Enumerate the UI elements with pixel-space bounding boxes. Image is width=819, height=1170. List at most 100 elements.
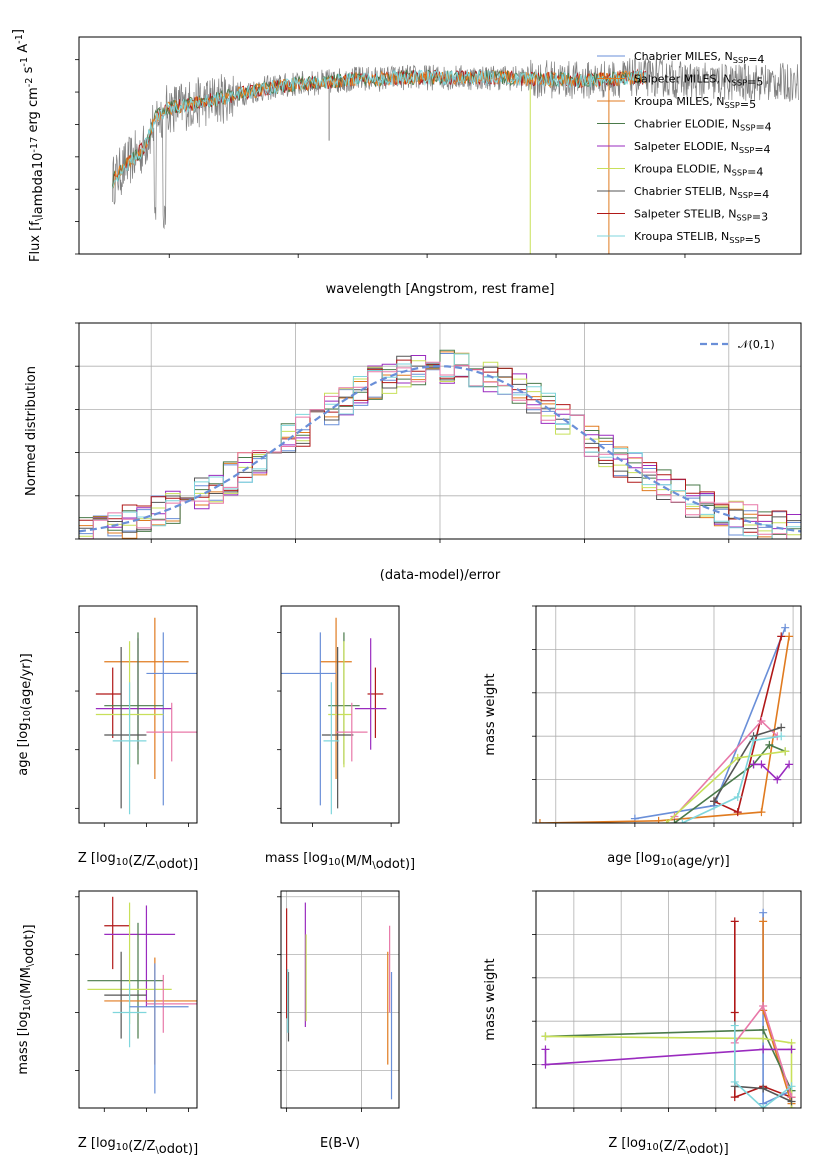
legend-entry: Salpeter MILES, NSSP=5 (634, 73, 763, 89)
data-point (733, 808, 742, 817)
axes-frame (78, 322, 802, 540)
axes-frame (78, 605, 198, 824)
data-point (733, 792, 742, 801)
series-salpeter_miles (539, 636, 790, 823)
y-axis-label: Flux [f\lambda10-17 erg cm-2 s-1 A-1] (11, 29, 46, 262)
legend-entry: Chabrier MILES, NSSP=4 (634, 50, 764, 66)
data-point (678, 819, 687, 823)
x-axis-label: E(B-V) (320, 1136, 360, 1151)
plot-age_vs_mass: mass [log10(M/M\odot)] (265, 605, 415, 872)
data-point (759, 1002, 768, 1011)
x-axis-label: (data-model)/error (380, 568, 501, 583)
normal-curve (79, 365, 801, 533)
data-point (777, 632, 786, 641)
data-point (759, 1104, 768, 1108)
histogram-pink (79, 361, 801, 539)
data-point (759, 917, 768, 926)
data-point (787, 1097, 796, 1106)
data-point (749, 760, 758, 769)
series-kroupa_stelib (681, 735, 782, 823)
data-point (785, 632, 794, 641)
legend-entry: Kroupa STELIB, NSSP=5 (634, 230, 761, 246)
data-point (757, 808, 766, 817)
axes-frame (280, 605, 400, 824)
data-point (785, 760, 794, 769)
axes-frame (535, 890, 802, 1109)
series-salpeter_miles (762, 921, 793, 1104)
data-point (654, 816, 663, 823)
data-point (730, 1077, 739, 1086)
series-kroupa_elodie (545, 1035, 793, 1108)
axes-frame (280, 890, 400, 1109)
legend-entry: Salpeter STELIB, NSSP=3 (634, 208, 768, 224)
y-axis-label: mass weight (483, 673, 498, 755)
data-point (757, 717, 766, 726)
model-spectrum-kroupa_stelib (112, 69, 647, 189)
errorbars (286, 902, 393, 1100)
x-axis-label: mass [log10(M/M\odot)] (265, 851, 415, 872)
data-point (759, 1084, 768, 1093)
legend-entry: Kroupa ELODIE, NSSP=4 (634, 163, 763, 179)
y-axis-label: mass weight (483, 958, 498, 1040)
data-point (765, 740, 774, 749)
data-point (709, 797, 718, 806)
x-axis-label: age [log10(age/yr)] (607, 851, 730, 869)
data-point (749, 736, 758, 745)
data-point (541, 1060, 550, 1069)
data-point (787, 1045, 796, 1054)
data-point (536, 819, 544, 823)
series-lines (536, 623, 794, 823)
plot-mass_vs_ebv: E(B-V) (277, 890, 400, 1151)
data-point (541, 1032, 550, 1041)
errorbars (87, 896, 197, 1094)
data-point (730, 917, 739, 926)
series-kroupa_stelib (734, 1025, 792, 1108)
legend-entry: Kroupa MILES, NSSP=5 (634, 95, 756, 111)
y-axis-label: age [log10(age/yr)] (16, 653, 34, 776)
spectrum-lines (112, 57, 799, 254)
legend-entry-normal: 𝒩(0,1) (738, 338, 775, 351)
plot-spectrum: wavelength [Angstrom, rest frame] Flux [f… (11, 29, 802, 297)
series-kroupa_elodie (665, 750, 786, 823)
data-point (781, 747, 790, 756)
data-point (759, 908, 768, 917)
data-point (787, 1082, 796, 1091)
data-point (730, 1021, 739, 1030)
plot-mass_vs_Z: Z [log10(Z/Z\odot)] mass [log10(M/M\odot)… (16, 890, 198, 1157)
axes-frame (78, 36, 802, 255)
data-point (662, 819, 671, 823)
data-point (730, 1008, 739, 1017)
x-axis-label: Z [log10(Z/Z\odot)] (78, 851, 198, 872)
observed-spectrum-line (112, 57, 799, 230)
y-axis-label: Normed distribution (24, 366, 39, 496)
x-axis-label: wavelength [Angstrom, rest frame] (326, 282, 555, 297)
legend-entry: Chabrier ELODIE, NSSP=4 (634, 118, 772, 134)
data-point (759, 1025, 768, 1034)
axes-frame (535, 605, 802, 824)
data-point (730, 1093, 739, 1102)
data-point (733, 753, 742, 762)
data-point (781, 623, 790, 632)
data-point (541, 1045, 550, 1054)
x-axis-label: Z [log10(Z/Z\odot)] (78, 1136, 198, 1157)
legend-entry: Salpeter ELODIE, NSSP=4 (634, 140, 771, 156)
histograms (79, 349, 801, 539)
data-point (757, 760, 766, 769)
series-lines (541, 908, 796, 1108)
data-point (777, 723, 786, 732)
plot-weight_vs_age: age [log10(age/yr)] mass weight (483, 605, 802, 869)
series-salpeter_elodie (753, 763, 790, 781)
legend: Chabrier MILES, NSSP=4 Salpeter MILES, NS… (597, 50, 772, 246)
errorbars (281, 617, 387, 815)
data-point (759, 1034, 768, 1043)
axes-frame (78, 890, 198, 1109)
errorbars (95, 617, 197, 815)
y-axis-label: mass [log10(M/M\odot)] (16, 924, 37, 1074)
legend-entry: Chabrier STELIB, NSSP=4 (634, 185, 769, 201)
data-point (773, 775, 782, 784)
series-chabrier_miles (762, 912, 792, 1105)
plot-weight_vs_Z: Z [log10(Z/Z\odot)] mass weight (483, 890, 802, 1157)
data-point (670, 819, 679, 823)
plot-residuals: (data-model)/error Normed distribution 𝒩(0… (24, 322, 802, 583)
